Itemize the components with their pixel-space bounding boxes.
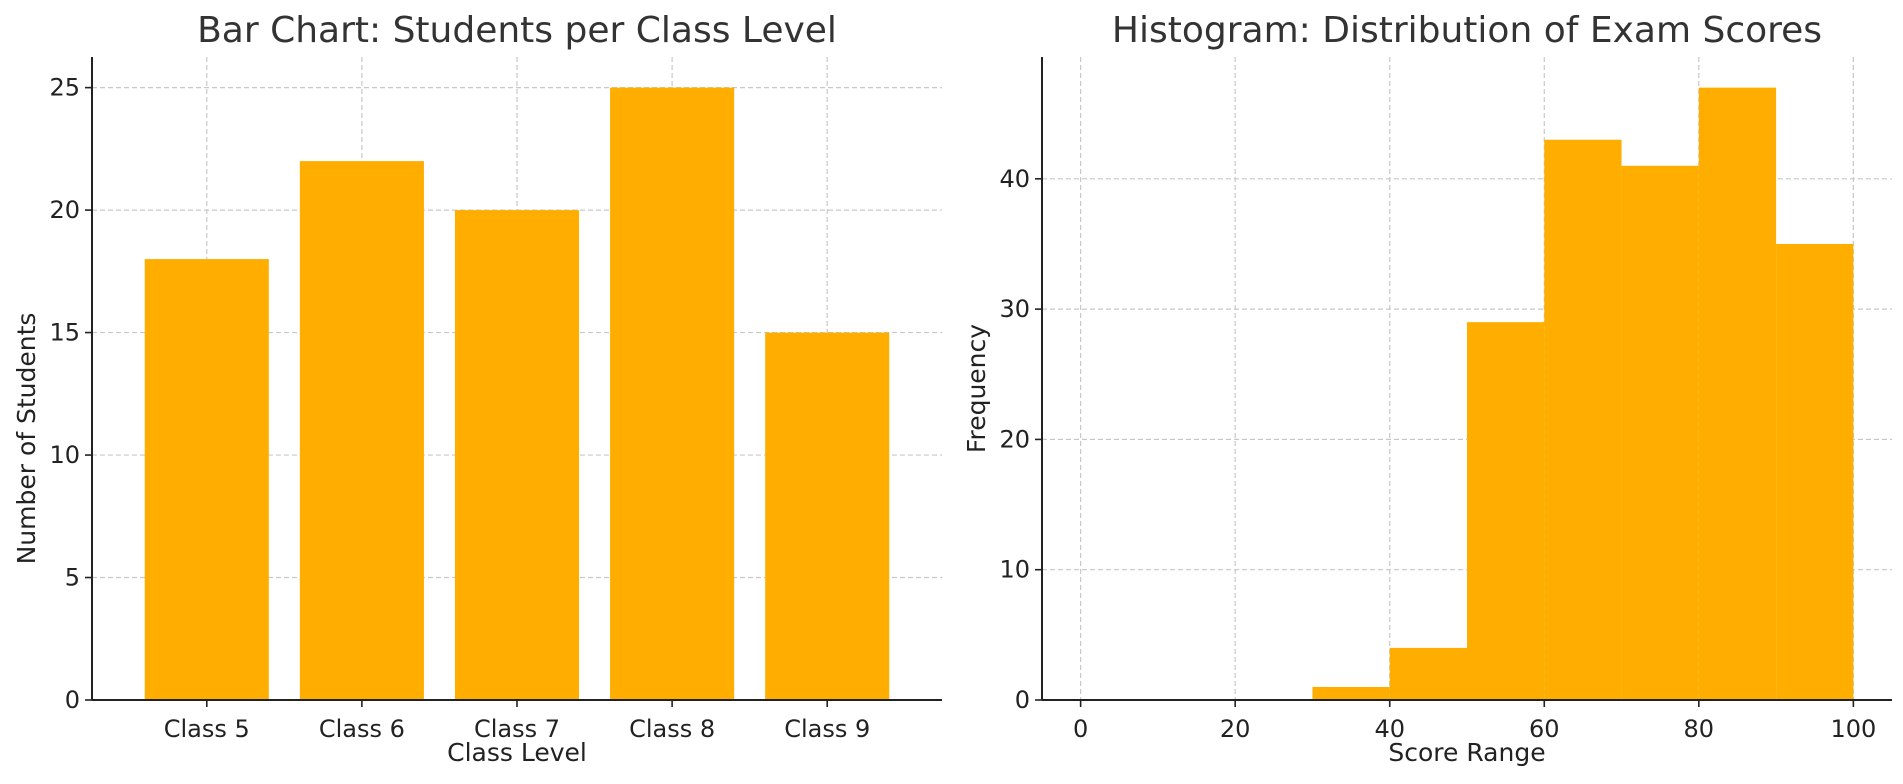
histogram-bin-40-50 [1389,647,1467,700]
x-tick-label: Class 8 [629,715,715,743]
x-axis-title: Score Range [1388,738,1545,767]
chart-title: Histogram: Distribution of Exam Scores [1112,10,1822,51]
y-tick-label: 30 [999,295,1030,323]
bar-class-7 [454,210,580,700]
x-tick-label: Class 7 [474,715,560,743]
y-tick-label: 10 [999,556,1030,584]
y-tick-label: 20 [999,425,1030,453]
x-tick-label: 20 [1220,715,1251,743]
y-tick-label: 40 [999,165,1030,193]
y-tick-label: 10 [49,441,80,469]
x-tick-label: 40 [1374,715,1405,743]
histogram-bin-30-40 [1312,686,1390,700]
bar-class-8 [610,87,735,701]
x-tick-label: Class 6 [319,715,405,743]
x-tick-label: 60 [1529,715,1560,743]
bar-class-5 [144,259,269,700]
y-tick-label: 15 [49,319,80,347]
y-tick-label: 25 [49,74,80,102]
bar-chart-students-per-class: 0 5 10 15 20 25 Class 5 Class 6 Class 7 Class 8 Cl… [12,10,942,767]
bar-class-9 [765,332,890,700]
x-tick-label: Class 5 [164,715,250,743]
histogram-bin-60-70 [1544,139,1622,700]
y-tick-label: 5 [65,564,80,592]
y-tick-label: 0 [65,686,80,714]
x-tick-label: Class 9 [784,715,870,743]
histogram-bin-50-60 [1467,322,1545,700]
histogram-bin-70-80 [1621,165,1699,700]
histogram-bin-80-90 [1698,87,1777,701]
x-tick-label: 0 [1073,715,1088,743]
histogram-bin-90-100 [1776,243,1854,701]
x-tick-label: 100 [1830,715,1876,743]
y-tick-label: 20 [49,196,80,224]
y-tick-label: 0 [1015,686,1030,714]
chart-title: Bar Chart: Students per Class Level [197,10,837,51]
bar-class-6 [299,161,424,701]
histogram-exam-scores: 0 10 20 30 40 0 20 40 60 80 100 Histogram: Distribu… [962,10,1892,767]
x-axis-title: Class Level [447,738,587,767]
y-axis-title: Frequency [962,324,991,453]
y-axis-title: Number of Students [12,313,41,565]
x-tick-label: 80 [1684,715,1715,743]
